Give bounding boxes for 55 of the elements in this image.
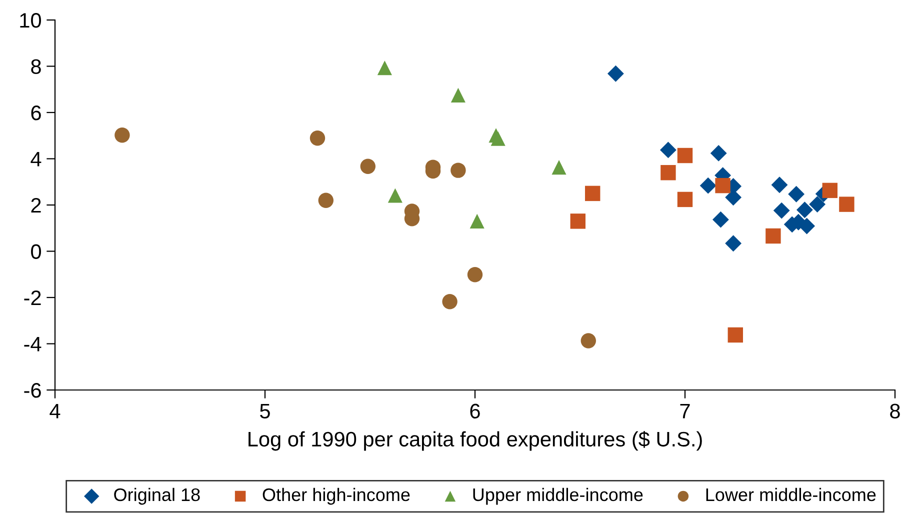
point — [715, 178, 730, 194]
y-tick-label: 4 — [30, 152, 42, 166]
y-tick-label: -4 — [24, 336, 42, 352]
point — [728, 327, 744, 343]
point — [114, 128, 130, 143]
y-tick-label: 0 — [31, 244, 41, 260]
legend-label: Other high-income — [262, 488, 410, 505]
point — [773, 202, 790, 219]
point — [490, 131, 506, 146]
legend-label: Original 18 — [114, 488, 200, 505]
x-tick-label: 8 — [890, 404, 900, 418]
point — [450, 162, 466, 178]
x-tick-label: 7 — [680, 404, 690, 418]
y-tick-label: -2 — [24, 290, 41, 306]
point — [318, 192, 334, 208]
point — [822, 182, 838, 198]
point — [839, 196, 854, 212]
point — [660, 165, 676, 180]
point — [310, 130, 326, 146]
point — [798, 218, 816, 234]
point — [580, 333, 596, 348]
point — [660, 142, 676, 158]
point — [788, 186, 805, 202]
point — [771, 176, 788, 194]
x-axis-title: Log of 1990 per capita food expenditures ($ U.S.) — [248, 430, 702, 451]
point — [766, 228, 781, 244]
y-tick-label: 10 — [20, 13, 41, 28]
x-tick-label: 4 — [50, 404, 60, 418]
point — [388, 188, 402, 203]
point — [725, 235, 742, 252]
y-tick-label: 6 — [31, 106, 41, 120]
point — [450, 88, 466, 102]
point — [712, 211, 729, 228]
point — [470, 214, 484, 228]
point — [377, 60, 392, 76]
legend-label: Lower middle-income — [706, 488, 876, 502]
legend-label: Upper middle-income — [473, 488, 643, 505]
point — [710, 144, 727, 162]
point — [467, 267, 483, 282]
point — [584, 186, 600, 202]
point — [552, 160, 566, 175]
y-tick-label: 2 — [31, 198, 41, 213]
point — [796, 202, 813, 218]
point — [677, 192, 693, 208]
point — [360, 158, 376, 174]
x-tick-label: 6 — [470, 404, 480, 418]
point — [442, 294, 458, 310]
point — [677, 148, 693, 164]
point — [607, 65, 624, 82]
y-tick-label: -6 — [24, 383, 41, 398]
point — [809, 196, 826, 213]
point — [570, 214, 586, 229]
point — [700, 177, 716, 194]
y-tick-label: 8 — [31, 59, 41, 74]
x-tick-label: 5 — [260, 404, 270, 418]
